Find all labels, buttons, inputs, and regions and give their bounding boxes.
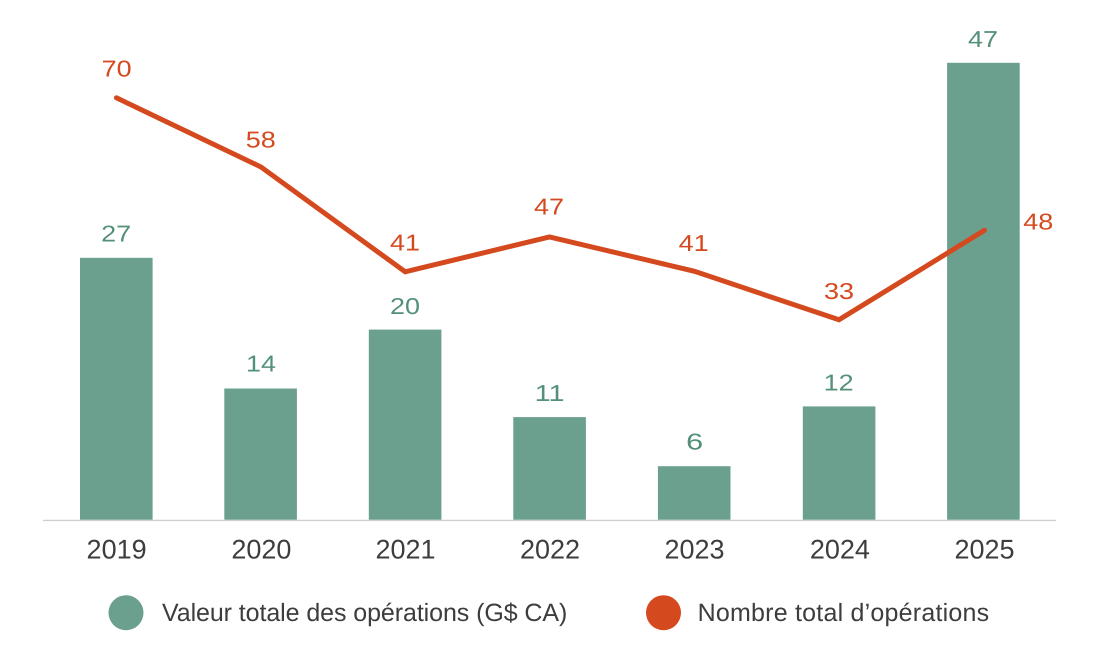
svg-text:47: 47 — [534, 194, 564, 220]
svg-text:Valeur totale des opérations (: Valeur totale des opérations (G$ CA) — [162, 599, 567, 627]
svg-text:11: 11 — [535, 380, 565, 406]
svg-text:12: 12 — [824, 369, 854, 395]
svg-text:2024: 2024 — [810, 535, 870, 565]
svg-text:41: 41 — [390, 230, 420, 256]
svg-text:70: 70 — [102, 55, 132, 81]
svg-text:48: 48 — [1023, 208, 1053, 234]
svg-text:58: 58 — [246, 126, 276, 152]
svg-text:2021: 2021 — [375, 535, 435, 565]
svg-text:14: 14 — [246, 351, 276, 377]
svg-text:2025: 2025 — [954, 535, 1014, 565]
svg-text:2023: 2023 — [664, 535, 724, 565]
svg-text:2019: 2019 — [87, 535, 147, 565]
svg-text:20: 20 — [390, 293, 420, 319]
svg-text:6: 6 — [686, 429, 703, 455]
svg-text:47: 47 — [968, 26, 998, 52]
svg-text:Nombre total d’opérations: Nombre total d’opérations — [698, 599, 990, 627]
svg-text:33: 33 — [824, 278, 854, 304]
svg-text:41: 41 — [679, 230, 709, 256]
svg-text:2022: 2022 — [520, 535, 580, 565]
svg-text:27: 27 — [101, 221, 131, 247]
svg-text:2020: 2020 — [231, 535, 291, 565]
